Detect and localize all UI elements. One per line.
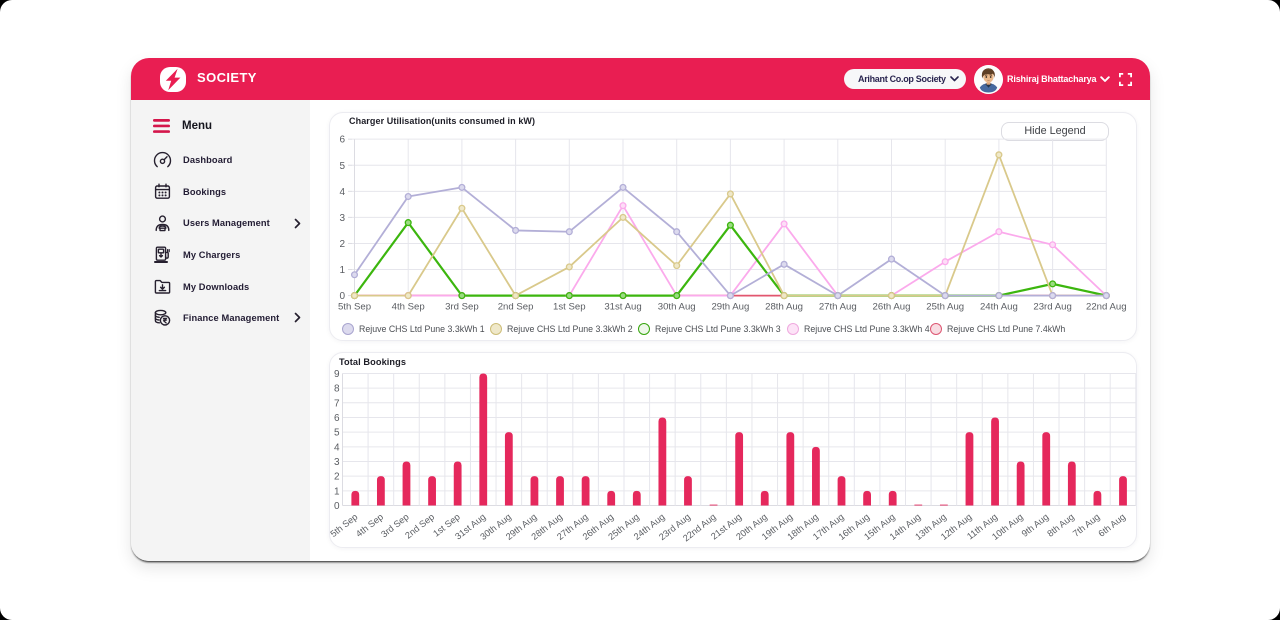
svg-text:31st Aug: 31st Aug	[604, 302, 641, 313]
svg-text:8th Aug: 8th Aug	[1045, 512, 1076, 539]
svg-text:6: 6	[339, 135, 345, 146]
svg-text:7th Aug: 7th Aug	[1071, 512, 1102, 539]
svg-text:4: 4	[334, 442, 340, 453]
svg-text:24th Aug: 24th Aug	[980, 302, 1018, 313]
svg-text:4th Sep: 4th Sep	[392, 302, 425, 313]
svg-text:29th Aug: 29th Aug	[711, 302, 749, 313]
svg-text:27th Aug: 27th Aug	[819, 302, 857, 313]
svg-text:2: 2	[339, 239, 345, 250]
svg-text:30th Aug: 30th Aug	[658, 302, 696, 313]
svg-text:6: 6	[334, 413, 340, 424]
svg-text:0: 0	[339, 291, 345, 302]
svg-text:5th Sep: 5th Sep	[338, 302, 371, 313]
svg-text:26th Aug: 26th Aug	[873, 302, 911, 313]
svg-text:25th Aug: 25th Aug	[926, 302, 964, 313]
svg-text:3: 3	[339, 213, 345, 224]
svg-text:28th Aug: 28th Aug	[765, 302, 803, 313]
svg-text:5th Sep: 5th Sep	[330, 512, 360, 539]
svg-text:2nd Sep: 2nd Sep	[403, 512, 436, 541]
svg-text:1: 1	[339, 265, 345, 276]
svg-text:1st Sep: 1st Sep	[553, 302, 586, 313]
svg-text:4: 4	[339, 187, 345, 198]
svg-text:1: 1	[334, 486, 340, 497]
svg-text:2: 2	[334, 472, 340, 483]
svg-text:2nd Sep: 2nd Sep	[498, 302, 534, 313]
svg-text:9: 9	[334, 369, 340, 380]
svg-text:0: 0	[334, 501, 340, 512]
svg-text:3rd Sep: 3rd Sep	[445, 302, 479, 313]
svg-text:5: 5	[339, 161, 345, 172]
svg-text:7: 7	[334, 398, 340, 409]
svg-text:9th Aug: 9th Aug	[1020, 512, 1051, 539]
svg-text:8: 8	[334, 384, 340, 395]
svg-text:5: 5	[334, 428, 340, 439]
svg-text:3: 3	[334, 457, 340, 468]
svg-text:23rd Aug: 23rd Aug	[1033, 302, 1071, 313]
svg-text:4th Sep: 4th Sep	[354, 512, 385, 539]
svg-text:6th Aug: 6th Aug	[1097, 512, 1128, 539]
svg-text:22nd Aug: 22nd Aug	[1086, 302, 1127, 313]
